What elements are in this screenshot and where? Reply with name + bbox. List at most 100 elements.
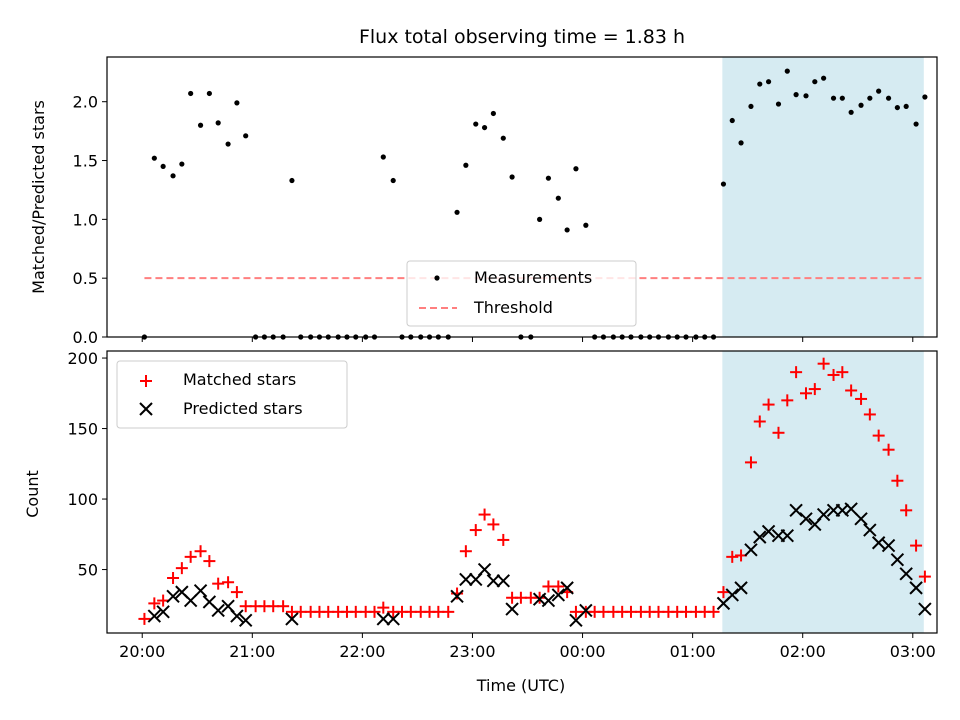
predicted-star-marker xyxy=(899,567,913,581)
predicted-star-marker xyxy=(505,602,519,616)
measurement-point xyxy=(922,94,928,100)
measurement-point xyxy=(876,88,882,94)
x-tick-label: 20:00 xyxy=(119,642,165,661)
matched-star-marker xyxy=(808,383,821,396)
predicted-star-marker xyxy=(890,552,905,567)
measurement-point xyxy=(289,177,295,184)
measurement-point xyxy=(748,103,754,110)
measurement-point xyxy=(775,101,782,107)
measurement-point xyxy=(170,173,176,179)
matched-star-marker xyxy=(800,387,813,400)
top-y-tick-label: 1.5 xyxy=(73,152,98,171)
x-tick-label: 23:00 xyxy=(449,642,495,661)
predicted-star-marker xyxy=(285,612,299,626)
matched-star-marker xyxy=(707,605,720,618)
matched-star-marker xyxy=(175,562,188,575)
measurement-point xyxy=(390,177,396,184)
predicted-star-marker xyxy=(560,581,574,595)
predicted-star-marker xyxy=(871,536,886,550)
measurement-point xyxy=(784,68,790,74)
measurement-point xyxy=(500,135,506,141)
predicted-star-marker xyxy=(909,581,923,595)
top-panel: 0.00.51.01.52.0 Matched/Predicted stars … xyxy=(29,56,938,347)
measurement-point xyxy=(757,81,763,87)
measurement-point xyxy=(738,140,744,146)
matched-star-marker xyxy=(459,545,472,558)
bottom-y-ticks: 50 100 150 200 xyxy=(67,349,107,580)
predicted-star-marker xyxy=(918,602,932,616)
matched-star-marker xyxy=(368,605,381,618)
bottom-y-axis-label: Count xyxy=(23,470,42,518)
predicted-star-marker xyxy=(450,589,464,604)
x-tick-label: 22:00 xyxy=(339,642,385,661)
predicted-star-marker xyxy=(211,603,225,618)
measurement-point xyxy=(812,79,818,85)
matched-stars-points xyxy=(138,357,931,625)
measurement-point xyxy=(509,174,515,180)
matched-star-marker xyxy=(442,605,455,618)
chart-title: Flux total observing time = 1.83 h xyxy=(359,26,685,48)
top-y-ticks: 0.0 0.5 1.0 1.5 2.0 xyxy=(73,93,107,347)
measurement-point xyxy=(555,195,561,201)
matched-star-marker xyxy=(497,533,510,546)
matched-star-marker xyxy=(781,394,794,407)
measurement-point xyxy=(765,79,772,85)
matched-star-marker xyxy=(872,429,885,442)
predicted-star-marker xyxy=(386,612,400,626)
predicted-star-marker xyxy=(789,503,803,518)
predicted-star-marker xyxy=(761,524,776,539)
top-legend-box xyxy=(406,260,637,327)
x-tick-label: 01:00 xyxy=(670,642,716,661)
matched-star-marker xyxy=(836,366,849,379)
top-y-tick-label: 0.0 xyxy=(73,328,98,347)
predicted-star-marker xyxy=(156,605,170,619)
matched-star-marker xyxy=(726,550,739,563)
measurement-point xyxy=(179,161,185,167)
measurement-points xyxy=(141,68,928,340)
predicted-star-marker xyxy=(230,609,244,623)
matched-star-marker xyxy=(882,443,895,456)
measurement-point xyxy=(858,102,864,108)
legend-predicted-label: Predicted stars xyxy=(183,399,303,418)
measurement-point xyxy=(225,141,231,147)
predicted-star-marker xyxy=(881,538,896,553)
bottom-y-tick-label: 200 xyxy=(67,349,98,368)
bottom-plot-frame xyxy=(106,350,938,634)
measurement-point xyxy=(573,166,579,172)
top-y-tick-label: 0.5 xyxy=(73,269,98,288)
predicted-star-marker xyxy=(799,512,813,526)
matched-star-marker xyxy=(184,550,197,563)
matched-star-marker xyxy=(148,597,161,610)
bottom-highlight-span xyxy=(722,351,924,633)
x-tick-label: 21:00 xyxy=(229,642,275,661)
measurement-point xyxy=(188,90,194,97)
predicted-star-marker xyxy=(238,613,253,628)
legend-matched-marker xyxy=(140,375,152,387)
matched-star-marker xyxy=(790,366,803,379)
measurement-point xyxy=(215,120,221,126)
matched-star-marker xyxy=(138,612,151,625)
matched-star-marker xyxy=(478,508,491,521)
matched-star-marker xyxy=(552,580,565,593)
matched-star-marker xyxy=(817,357,830,370)
measurement-point xyxy=(206,90,212,97)
matched-star-marker xyxy=(744,456,757,469)
matched-star-marker xyxy=(753,415,766,428)
bottom-y-tick-label: 100 xyxy=(67,490,98,509)
measurement-point xyxy=(197,122,204,128)
x-tick-label: 00:00 xyxy=(559,642,605,661)
measurement-point xyxy=(839,95,845,101)
matched-star-marker xyxy=(891,474,904,487)
measurement-point xyxy=(720,181,727,187)
matched-star-marker xyxy=(157,594,170,607)
matched-star-marker xyxy=(469,524,482,537)
top-plot-frame xyxy=(106,56,938,338)
measurement-point xyxy=(803,93,809,99)
matched-star-marker xyxy=(203,555,216,568)
bottom-x-ticks: 20:00 21:00 22:00 23:00 00:00 01:00 02:00 03:00 xyxy=(119,633,936,661)
matched-star-marker xyxy=(222,576,235,589)
top-x-ticks xyxy=(141,337,914,342)
measurement-point xyxy=(793,92,799,98)
matched-star-marker xyxy=(194,545,207,558)
x-axis-label: Time (UTC) xyxy=(476,676,565,695)
